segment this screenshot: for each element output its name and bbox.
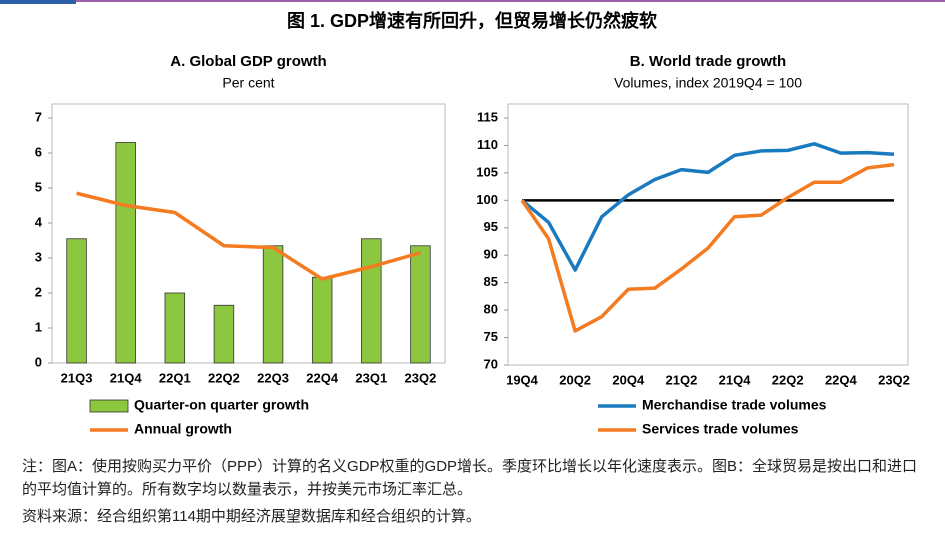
x-tick-label: 22Q4 — [306, 370, 339, 385]
chart-subtitle: Per cent — [222, 75, 274, 91]
y-tick-label: 7 — [35, 109, 42, 124]
x-tick-label: 22Q2 — [772, 372, 804, 387]
legend-label: Annual growth — [134, 421, 232, 437]
page-title: 图 1. GDP增速有所回升，但贸易增长仍然疲软 — [287, 10, 657, 31]
bar — [410, 245, 431, 364]
x-tick-label: 21Q4 — [719, 372, 752, 387]
y-tick-label: 3 — [35, 249, 42, 264]
y-tick-label: 2 — [35, 284, 42, 299]
x-tick-label: 19Q4 — [506, 372, 539, 387]
x-tick-label: 22Q3 — [257, 370, 289, 385]
bar — [66, 238, 87, 364]
line — [76, 191, 421, 281]
x-tick-label: 20Q2 — [559, 372, 591, 387]
bar — [311, 276, 333, 364]
x-tick-label: 22Q1 — [159, 370, 191, 385]
y-tick-label: 115 — [477, 109, 498, 124]
top-accent — [0, 0, 76, 4]
x-tick-label: 23Q2 — [878, 372, 910, 387]
y-tick-label: 85 — [484, 274, 498, 289]
note: 注：图A：使用按购买力平价（PPP）计算的名义GDP权重的GDP增长。季度环比增… — [22, 458, 918, 498]
charts: 图 1. GDP增速有所回升，但贸易增长仍然疲软 A. Global GDP g… — [0, 0, 945, 437]
bar — [361, 238, 382, 364]
y-tick-label: 0 — [35, 354, 42, 369]
legend-swatch — [89, 399, 129, 413]
x-tick-label: 20Q4 — [612, 372, 645, 387]
x-tick-label: 23Q1 — [355, 370, 387, 385]
notes: 注：图A：使用按购买力平价（PPP）计算的名义GDP权重的GDP增长。季度环比增… — [22, 455, 927, 532]
bar — [213, 304, 235, 364]
y-tick-label: 70 — [484, 356, 498, 371]
y-tick-label: 6 — [35, 144, 42, 159]
legend-label: Quarter-on quarter growth — [134, 397, 309, 413]
source: 资料来源：经合组织第114期中期经济展望数据库和经合组织的计算。 — [22, 508, 481, 525]
y-tick-label: 105 — [476, 164, 498, 179]
x-tick-label: 21Q3 — [61, 370, 93, 385]
plot-frame — [507, 103, 909, 366]
legend-label: Services trade volumes — [642, 421, 799, 437]
y-tick-label: 4 — [35, 214, 43, 229]
chart-subtitle: Volumes, index 2019Q4 = 100 — [614, 75, 802, 91]
y-tick-label: 90 — [484, 247, 498, 262]
bar — [262, 245, 284, 364]
legend-label: Merchandise trade volumes — [642, 397, 827, 413]
y-tick-label: 80 — [484, 302, 498, 317]
y-tick-label: 1 — [35, 319, 42, 334]
y-tick-label: 95 — [484, 219, 498, 234]
x-tick-label: 21Q2 — [666, 372, 698, 387]
y-tick-label: 110 — [477, 137, 498, 152]
bar — [115, 142, 136, 364]
x-tick-label: 21Q4 — [110, 370, 143, 385]
line — [520, 162, 895, 333]
y-tick-label: 75 — [484, 329, 498, 344]
bar — [164, 292, 186, 364]
x-tick-label: 22Q4 — [825, 372, 858, 387]
plot-frame — [51, 103, 446, 364]
chart-title: B. World trade growth — [630, 53, 786, 70]
x-tick-label: 22Q2 — [208, 370, 240, 385]
x-tick-label: 23Q2 — [405, 370, 437, 385]
line — [520, 142, 895, 272]
y-tick-label: 100 — [476, 192, 498, 207]
y-tick-label: 5 — [35, 179, 42, 194]
chart-title: A. Global GDP growth — [170, 53, 326, 70]
